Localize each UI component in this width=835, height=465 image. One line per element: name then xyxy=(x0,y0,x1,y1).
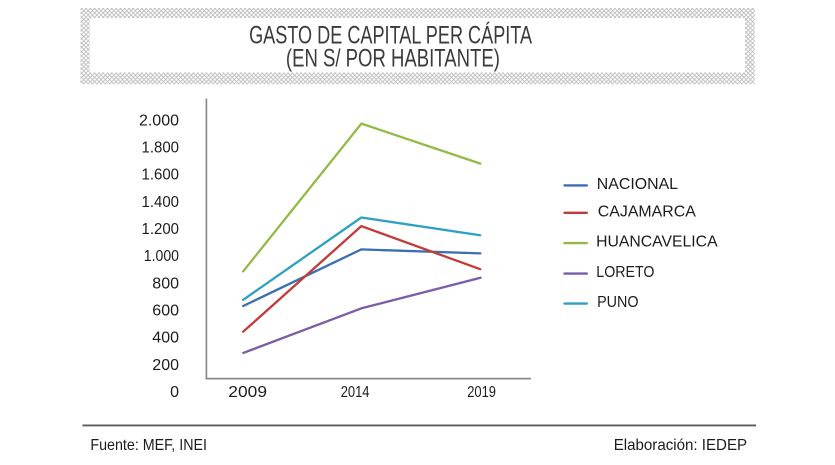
svg-text:400: 400 xyxy=(152,330,179,347)
svg-text:800: 800 xyxy=(152,275,179,292)
svg-text:CAJAMARCA: CAJAMARCA xyxy=(598,203,696,220)
svg-text:Fuente: MEF, INEI: Fuente: MEF, INEI xyxy=(90,437,207,454)
svg-text:1.600: 1.600 xyxy=(142,167,180,184)
svg-text:Elaboración: IEDEP: Elaboración: IEDEP xyxy=(614,437,747,454)
svg-text:600: 600 xyxy=(152,303,179,320)
svg-text:GASTO DE CAPITAL PER CÁPITA: GASTO DE CAPITAL PER CÁPITA xyxy=(249,20,532,49)
svg-text:(EN S/ POR HABITANTE): (EN S/ POR HABITANTE) xyxy=(286,44,500,72)
svg-text:1.800: 1.800 xyxy=(142,140,180,157)
svg-text:2009: 2009 xyxy=(228,384,267,401)
svg-text:2019: 2019 xyxy=(467,384,496,401)
svg-text:1.400: 1.400 xyxy=(142,194,180,211)
svg-text:200: 200 xyxy=(152,357,179,374)
svg-text:0: 0 xyxy=(170,384,179,401)
svg-text:2014: 2014 xyxy=(341,384,370,401)
svg-text:2.000: 2.000 xyxy=(139,112,179,129)
svg-text:LORETO: LORETO xyxy=(596,264,654,281)
svg-text:HUANCAVELICA: HUANCAVELICA xyxy=(596,234,718,251)
svg-text:1.000: 1.000 xyxy=(144,248,179,265)
svg-text:PUNO: PUNO xyxy=(597,294,639,311)
svg-text:NACIONAL: NACIONAL xyxy=(597,176,678,193)
svg-text:1.200: 1.200 xyxy=(142,221,180,238)
